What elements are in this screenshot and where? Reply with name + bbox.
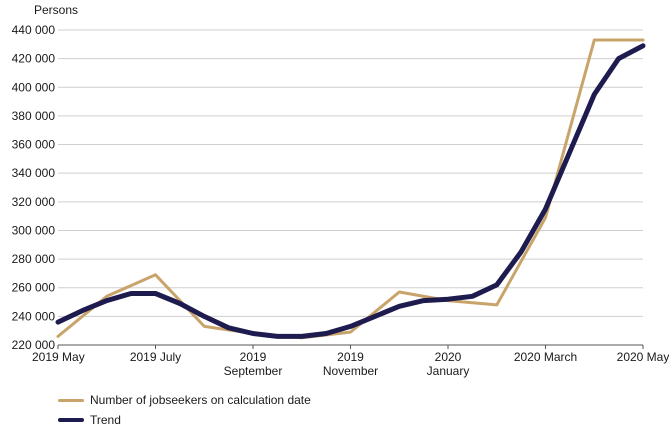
y-axis-label: Persons: [34, 3, 78, 17]
legend-label-jobseekers: Number of jobseekers on calculation date: [90, 393, 311, 407]
y-tick-label: 340 000: [12, 166, 56, 180]
x-tick-label: 2020: [435, 350, 462, 364]
legend-swatch-jobseekers: [58, 398, 84, 402]
y-tick-label: 380 000: [12, 109, 56, 123]
y-tick-label: 240 000: [12, 309, 56, 323]
x-tick-label: November: [323, 364, 378, 378]
y-tick-label: 220 000: [12, 338, 56, 352]
y-tick-label: 280 000: [12, 252, 56, 266]
legend: Number of jobseekers on calculation date…: [58, 390, 311, 430]
series-line-trend: [55, 43, 646, 339]
x-tick-label: 2020 March: [514, 350, 577, 364]
legend-swatch-trend: [58, 418, 84, 422]
x-tick-label: September: [224, 364, 283, 378]
legend-item-jobseekers: Number of jobseekers on calculation date: [58, 390, 311, 410]
grid-lines: [58, 29, 643, 346]
x-tick-label: 2019: [240, 350, 267, 364]
x-tick-label: January: [427, 364, 470, 378]
y-tick-label: 420 000: [12, 52, 56, 66]
series-line-jobseekers: [56, 38, 645, 340]
x-tick-label: 2019 July: [130, 350, 181, 364]
y-tick-label: 360 000: [12, 138, 56, 152]
y-tick-labels: 220 000 240 000 260 000 280 000 300 000 320 0…: [12, 23, 56, 352]
x-tick-label: 2020 May: [617, 350, 669, 364]
y-tick-label: 260 000: [12, 281, 56, 295]
legend-item-trend: Trend: [58, 410, 311, 430]
series-lines: [55, 38, 646, 340]
x-tick-label: 2019 May: [32, 350, 85, 364]
y-tick-label: 300 000: [12, 223, 56, 237]
x-tick-label: 2019: [337, 350, 364, 364]
legend-label-trend: Trend: [90, 413, 121, 427]
y-tick-label: 400 000: [12, 80, 56, 94]
y-tick-label: 440 000: [12, 23, 56, 37]
y-tick-label: 320 000: [12, 195, 56, 209]
x-tick-labels: 2019 May 2019 July 2019September2019Novemb…: [32, 345, 669, 378]
